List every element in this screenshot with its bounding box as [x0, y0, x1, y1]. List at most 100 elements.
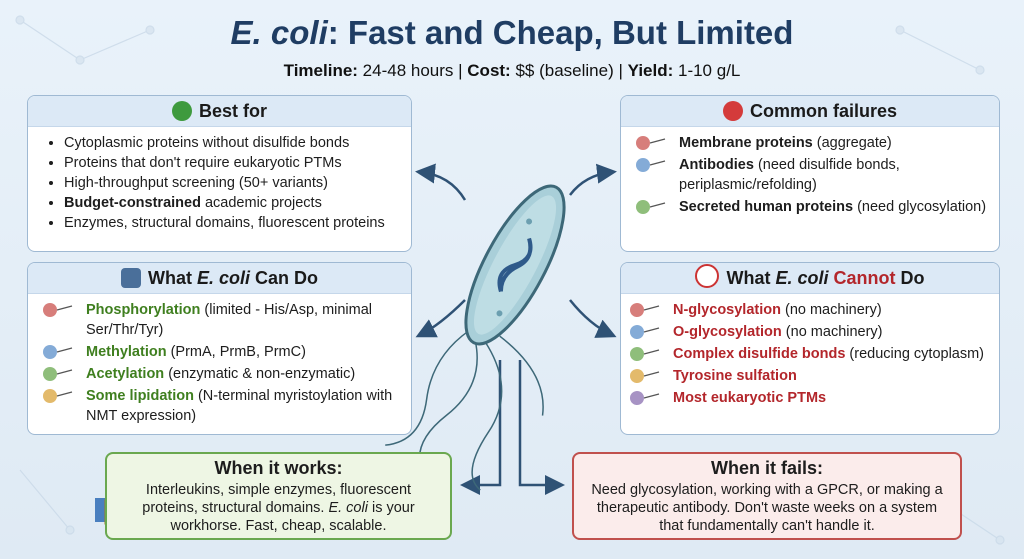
list-item: High-throughput screening (50+ variants)	[64, 173, 401, 193]
text-segment: Interleukins, simple enzymes, fluorescen…	[142, 482, 412, 516]
text-segment: Methylation	[86, 344, 167, 360]
gear-icon	[120, 268, 141, 288]
text-segment: O-glycosylation	[673, 324, 782, 340]
text-segment: : Fast and Cheap, But Limited	[327, 14, 794, 51]
text-segment: What	[726, 268, 776, 288]
list-item: Secreted human proteins (need glycosylat…	[636, 197, 989, 217]
note-body: Need glycosylation, working with a GPCR,…	[591, 482, 943, 534]
box-title: What E. coli Can Do	[148, 268, 318, 288]
item-icon	[636, 158, 666, 172]
text-segment: (PrmA, PrmB, PrmC)	[166, 344, 306, 360]
list-item: Cytoplasmic proteins without disulfide b…	[64, 133, 401, 153]
cannot-do-box: What E. coli Cannot Do N-glycosylation (…	[620, 262, 1000, 435]
item-icon	[630, 369, 660, 383]
text-segment: E. coli	[775, 268, 829, 288]
list-item: Budget-constrained academic projects	[64, 193, 401, 213]
text-segment: Phosphorylation	[86, 302, 201, 318]
list-item: Complex disulfide bonds (reducing cytopl…	[630, 344, 989, 364]
item-text: Secreted human proteins (need glycosylat…	[679, 199, 986, 215]
text-segment: 24-48 hours |	[357, 61, 468, 80]
text-segment: Antibodies	[679, 157, 754, 173]
text-segment: E. coli	[230, 14, 328, 51]
text-segment: (need glycosylation)	[853, 199, 987, 215]
text-segment: (no machinery)	[781, 324, 883, 340]
box-header: What E. coli Cannot Do	[621, 263, 999, 294]
list-item: Acetylation (enzymatic & non-enzymatic)	[43, 364, 401, 384]
item-icon	[43, 367, 73, 381]
item-icon	[43, 345, 73, 359]
item-icon	[43, 303, 73, 317]
item-text: Most eukaryotic PTMs	[673, 390, 826, 406]
item-text: Complex disulfide bonds (reducing cytopl…	[673, 346, 984, 362]
text-segment: (limited - His/Asp, minimal Ser/Thr/Tyr)	[86, 302, 373, 338]
text-segment: Most eukaryotic PTMs	[673, 390, 827, 406]
item-text: Budget-constrained academic projects	[64, 195, 322, 211]
text-segment: Cannot	[833, 268, 896, 288]
list-item: Some lipidation (N-terminal myristoylati…	[43, 386, 401, 426]
text-segment: Can Do	[250, 268, 319, 288]
list-item: Phosphorylation (limited - His/Asp, mini…	[43, 300, 401, 340]
x-icon	[722, 101, 743, 121]
text-segment: Acetylation	[86, 366, 165, 382]
text-segment: is your workhorse. Fast, cheap, scalable…	[170, 500, 415, 534]
item-text: Acetylation (enzymatic & non-enzymatic)	[86, 366, 355, 382]
item-icon	[630, 347, 660, 361]
text-segment: Complex disulfide bonds	[673, 346, 846, 362]
item-text: Membrane proteins (aggregate)	[679, 135, 892, 151]
list-item: Antibodies (need disulfide bonds, peripl…	[636, 155, 989, 195]
list-item: Enzymes, structural domains, fluorescent…	[64, 213, 401, 233]
item-text: Enzymes, structural domains, fluorescent…	[64, 215, 385, 231]
item-icon	[630, 325, 660, 339]
list-item: N-glycosylation (no machinery)	[630, 300, 989, 320]
text-segment: Secreted human proteins	[679, 199, 854, 215]
check-icon	[171, 101, 192, 121]
item-text: Tyrosine sulfation	[673, 368, 797, 384]
item-text: O-glycosylation (no machinery)	[673, 324, 883, 340]
text-segment: academic projects	[200, 195, 322, 211]
list-item: Tyrosine sulfation	[630, 366, 989, 386]
text-segment: What	[147, 268, 197, 288]
text-segment: Timeline:	[283, 61, 358, 80]
text-segment: (aggregate)	[812, 135, 892, 151]
text-segment: $$ (baseline) |	[510, 61, 628, 80]
text-segment: Do	[895, 268, 925, 288]
text-segment: (N-terminal myristoylation with NMT expr…	[86, 388, 393, 424]
note-body: Interleukins, simple enzymes, fluorescen…	[119, 481, 438, 535]
item-icon	[636, 136, 666, 150]
text-segment: Yield:	[627, 61, 674, 80]
bacterium	[385, 184, 566, 491]
item-text: High-throughput screening (50+ variants)	[64, 175, 328, 191]
text-segment: (need disulfide bonds, periplasmic/refol…	[679, 157, 900, 193]
box-title: What E. coli Cannot Do	[726, 268, 924, 288]
common-failures-box: Common failures Membrane proteins (aggre…	[620, 95, 1000, 252]
item-list: Phosphorylation (limited - His/Asp, mini…	[28, 300, 411, 426]
title: E. coli: Fast and Cheap, But Limited	[0, 14, 1024, 52]
when-fails-box: When it fails: Need glycosylation, worki…	[572, 452, 962, 540]
item-icon	[630, 391, 660, 405]
list-item: Membrane proteins (aggregate)	[636, 133, 989, 153]
best-for-box: Best for Cytoplasmic proteins without di…	[27, 95, 412, 252]
note-title: When it fails:	[711, 458, 823, 478]
note-title: When it works:	[214, 458, 343, 478]
item-text: Cytoplasmic proteins without disulfide b…	[64, 135, 350, 151]
text-segment: E. coli	[196, 268, 250, 288]
text-segment: (reducing cytoplasm)	[845, 346, 985, 362]
box-header: Best for	[28, 96, 411, 127]
item-icon	[43, 389, 73, 403]
item-text: Phosphorylation (limited - His/Asp, mini…	[86, 302, 372, 338]
box-title: Best for	[198, 101, 267, 121]
item-icon	[630, 303, 660, 317]
item-list: Membrane proteins (aggregate) Antibodies …	[621, 133, 999, 217]
text-segment: (no machinery)	[780, 302, 882, 318]
item-icon	[636, 200, 666, 214]
when-works-box: When it works: Interleukins, simple enzy…	[105, 452, 452, 540]
item-text: Antibodies (need disulfide bonds, peripl…	[679, 157, 900, 193]
list-item: Methylation (PrmA, PrmB, PrmC)	[43, 342, 401, 362]
text-segment: Budget-constrained	[64, 195, 201, 211]
text-segment: N-glycosylation	[673, 302, 781, 318]
item-text: Methylation (PrmA, PrmB, PrmC)	[86, 344, 306, 360]
text-segment: Cost:	[467, 61, 511, 80]
item-list: N-glycosylation (no machinery) O-glycosyl…	[621, 300, 999, 408]
item-text: N-glycosylation (no machinery)	[673, 302, 882, 318]
